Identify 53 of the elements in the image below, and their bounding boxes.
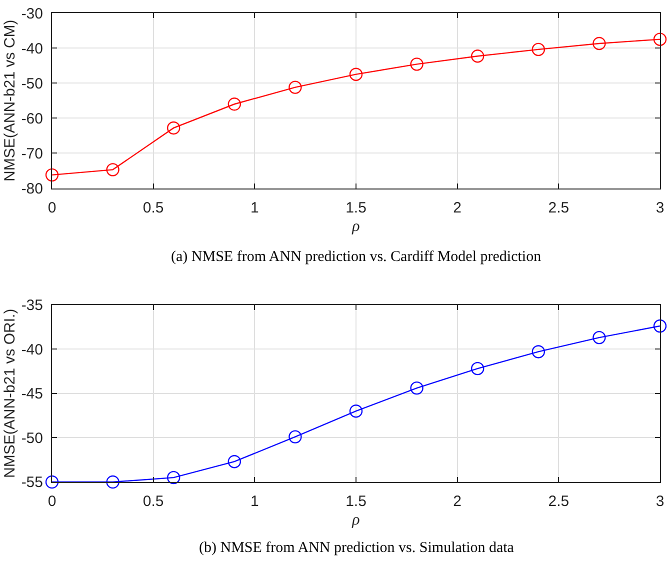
y-axis-title: NMSE(ANN-b21 vs CM) [2,20,19,182]
x-tick-label: 1.5 [346,199,366,216]
x-tick-label: 3 [656,199,664,216]
x-tick-label: 2.5 [548,199,570,216]
point [167,470,180,484]
x-tick-label: 0 [48,493,56,510]
x-tick-label: 3 [656,493,664,510]
point [592,330,606,344]
point [471,362,484,376]
point [106,475,120,489]
point [592,36,606,50]
point [228,98,241,111]
text: (a) NMSE from ANN prediction vs. Cardiff Model prediction [171,249,542,265]
y-tick-label: -80 [21,180,43,198]
point [410,58,424,71]
y-tick-label: -45 [21,386,43,403]
point [471,50,484,63]
y-tick-label: -60 [21,110,43,128]
x-tick-label: 0.5 [142,199,164,216]
point [349,404,363,418]
text: (b) NMSE from ANN prediction vs. Simulation data [199,540,514,556]
x-tick-label: 2 [453,199,462,216]
point [288,80,302,94]
point [349,68,363,81]
point [45,475,59,489]
x-tick-label: 0 [48,199,56,216]
y-tick-label: -50 [21,430,43,447]
point [45,168,59,182]
point [410,381,424,395]
x-tick-label: 1 [250,493,259,510]
y-tick-label: -55 [21,474,43,492]
point [228,455,241,468]
y-axis-title: NMSE(ANN-b21 vs ORI.) [2,308,19,478]
x-tick-label: 1.5 [346,493,366,510]
y-tick-label: -40 [21,341,43,358]
x-axis-title: ρ [351,512,360,529]
x-tick-label: 0.5 [142,493,164,510]
y-tick-label: -35 [21,297,43,314]
point [106,163,120,176]
y-tick-label: -40 [21,40,43,58]
point [653,32,667,46]
x-tick-label: 2.5 [548,493,570,510]
x-tick-label: 2 [453,493,462,510]
y-tick-label: -30 [21,5,43,22]
x-axis-title: ρ [351,218,360,235]
point [532,345,545,358]
x-tick-label: 1 [250,199,259,216]
point [653,319,667,333]
y-tick-label: -50 [21,75,43,92]
point [167,121,180,135]
point [532,42,545,56]
point [288,430,302,444]
y-tick-label: -70 [21,145,43,162]
